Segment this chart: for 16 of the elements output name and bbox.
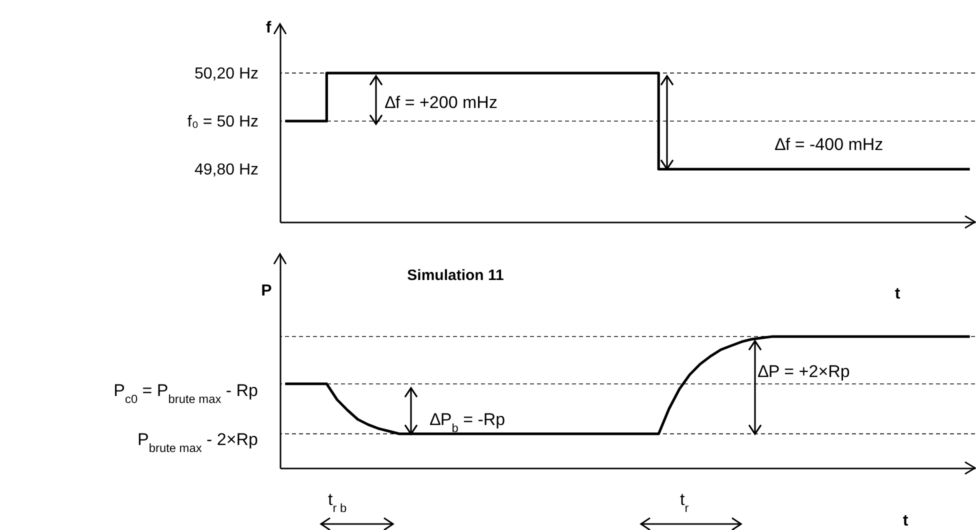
annotation: ∆P = +2×Rp	[758, 362, 850, 381]
y-axis-title: f	[266, 20, 272, 36]
y-tick-label: 49,80 Hz	[194, 162, 258, 179]
annotation: ∆f = +200 mHz	[385, 93, 498, 112]
text: P$_{brute max}$ - 2×Rp	[138, 430, 258, 455]
x-axis-title: t	[894, 286, 901, 302]
x-axis-title: t	[902, 512, 909, 530]
annotation: ∆P$_{b}$ = -Rp	[430, 410, 506, 435]
text: P$_{c0}$ = P$_{brute max}$ - Rp	[114, 381, 258, 406]
y-axis-title: P	[261, 282, 272, 300]
annotation: ∆f = -400 mHz	[775, 135, 884, 154]
y-tick-label: 50,20 Hz	[194, 66, 258, 83]
y-tick-label: f₀ = 50 Hz	[187, 114, 258, 131]
chart-title: Simulation 11	[407, 267, 504, 284]
text: t$_{r b}$	[328, 490, 347, 515]
text: t$_{r}$	[680, 490, 689, 515]
